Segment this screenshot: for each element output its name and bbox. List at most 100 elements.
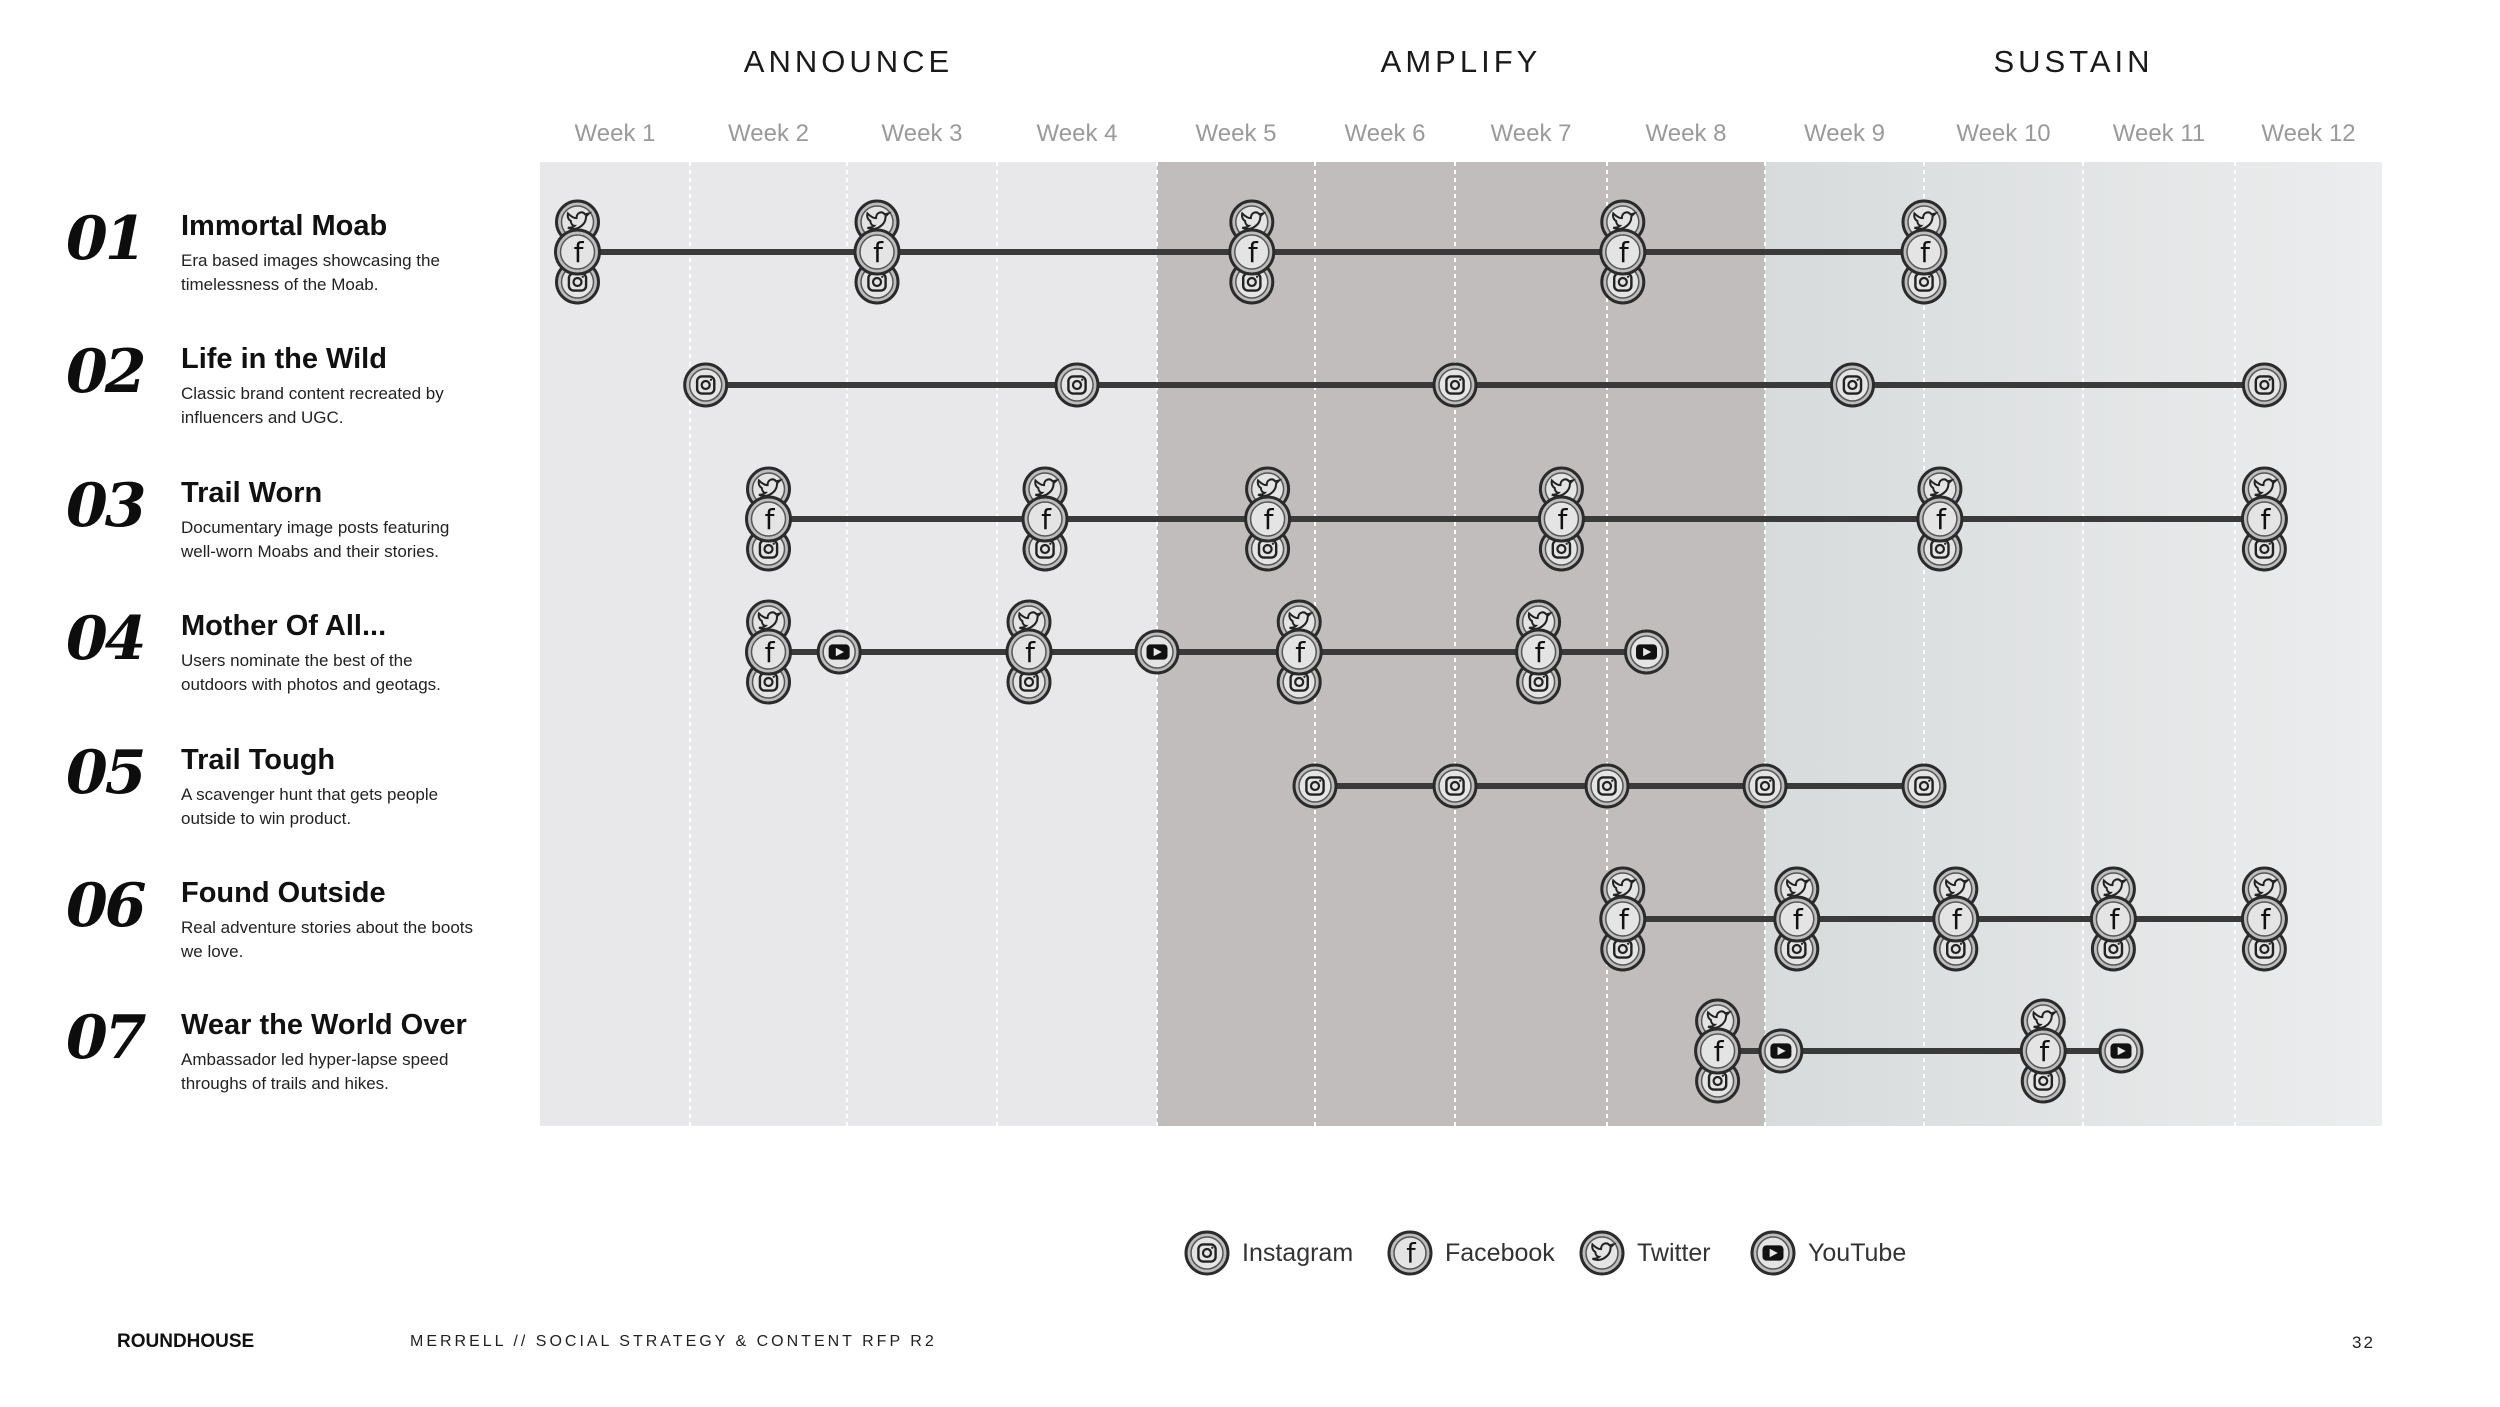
post-marker[interactable]: f [2089,866,2137,972]
facebook-icon: f [745,628,792,676]
svg-text:f: f [1535,636,1546,669]
post-marker[interactable]: f [1932,866,1980,972]
youtube-icon [2098,1028,2144,1074]
post-marker[interactable] [683,362,729,408]
row-title: Immortal Moab [181,210,388,242]
post-marker[interactable] [1758,1028,1804,1074]
svg-text:f: f [1936,503,1947,536]
post-marker[interactable] [1901,763,1947,809]
instagram-icon [1292,763,1338,809]
instagram-icon [1432,362,1478,408]
post-marker[interactable] [2098,1028,2144,1074]
week-label-12: Week 12 [2261,120,2356,147]
row-title: Found Outside [181,877,386,909]
post-marker[interactable]: f [1275,599,1323,705]
row-description: Documentary image posts featuring well-w… [181,518,450,561]
week-label-4: Week 4 [1036,120,1118,147]
post-marker[interactable]: f [2240,466,2288,572]
post-marker[interactable] [2241,362,2287,408]
legend-label: Instagram [1242,1238,1354,1267]
instagram-icon [1184,1230,1230,1276]
post-marker[interactable]: f [2240,866,2288,972]
post-marker[interactable]: f [1900,199,1948,305]
facebook-icon: f [1275,628,1323,676]
facebook-icon: f [745,495,792,543]
post-marker[interactable]: f [2019,998,2067,1104]
svg-text:f: f [2039,1035,2050,1068]
post-marker[interactable]: f [1228,199,1276,305]
week-label-8: Week 8 [1645,120,1727,147]
svg-text:f: f [1952,903,1963,936]
facebook-icon: f [1244,495,1292,543]
facebook-icon: f [1916,495,1964,543]
svg-text:f: f [873,236,884,269]
svg-text:f: f [574,236,585,269]
week-label-3: Week 3 [881,120,963,147]
post-marker[interactable]: f [1244,466,1292,572]
post-marker[interactable] [1432,362,1478,408]
facebook-icon: f [1021,495,1069,543]
facebook-icon: f [2019,1027,2067,1075]
youtube-icon [1758,1028,1804,1074]
post-marker[interactable]: f [1694,998,1742,1104]
post-marker[interactable]: f [1599,866,1647,972]
post-marker[interactable]: f [745,466,792,572]
post-marker[interactable]: f [745,599,792,705]
svg-text:f: f [1619,903,1630,936]
legend-item-facebook: f Facebook [1385,1228,1555,1278]
post-marker[interactable] [1292,763,1338,809]
post-marker[interactable]: f [1773,866,1821,972]
youtube-icon [1750,1230,1796,1276]
row-description: Ambassador led hyper-lapse speed through… [181,1050,449,1093]
post-marker[interactable]: f [1599,199,1647,305]
phase-heading-amplify: AMPLIFY [1380,44,1542,79]
facebook-icon: f [1387,1230,1433,1276]
legend-item-twitter: Twitter [1577,1228,1711,1278]
week-label-7: Week 7 [1490,120,1572,147]
week-label-10: Week 10 [1956,120,2051,147]
row-title: Wear the World Over [181,1009,467,1041]
facebook-icon: f [2240,895,2288,943]
post-marker[interactable] [1134,629,1180,675]
post-marker[interactable] [1624,629,1669,675]
facebook-icon: f [1773,895,1821,943]
row-title: Trail Tough [181,744,336,776]
row-number: 03 [66,471,146,541]
post-marker[interactable]: f [1021,466,1069,572]
facebook-icon: f [1537,495,1585,543]
youtube-icon [1624,629,1669,675]
facebook-icon: f [853,228,901,276]
post-marker[interactable] [1584,763,1630,809]
svg-text:f: f [765,636,776,669]
post-marker[interactable]: f [1515,599,1563,705]
svg-text:f: f [2260,903,2271,936]
post-marker[interactable]: f [1537,466,1585,572]
row-number: 04 [66,604,146,674]
phase-band-2 [1157,162,1765,1126]
legend-label: YouTube [1808,1238,1907,1267]
row-title: Mother Of All... [181,610,387,642]
week-label-1: Week 1 [574,120,656,147]
post-marker[interactable] [1432,763,1478,809]
post-marker[interactable]: f [853,199,901,305]
post-marker[interactable]: f [1916,466,1964,572]
instagram-icon [1584,763,1630,809]
post-marker[interactable] [1742,763,1788,809]
row-number: 05 [66,738,146,808]
svg-text:f: f [1406,1239,1416,1270]
youtube-icon [1750,1230,1796,1276]
footer-brand: ROUNDHOUSE [117,1331,255,1352]
page-number: 32 [2352,1333,2375,1352]
post-marker[interactable]: f [1005,599,1053,705]
post-marker[interactable]: f [554,199,601,305]
svg-text:f: f [1793,903,1804,936]
post-marker[interactable] [1829,362,1875,408]
post-marker[interactable] [816,629,862,675]
week-label-11: Week 11 [2112,120,2206,147]
facebook-icon: f [1900,228,1948,276]
row-number: 01 [66,204,146,274]
week-label-9: Week 9 [1804,120,1885,147]
post-marker[interactable] [1054,362,1100,408]
legend-item-youtube: YouTube [1748,1228,1906,1278]
